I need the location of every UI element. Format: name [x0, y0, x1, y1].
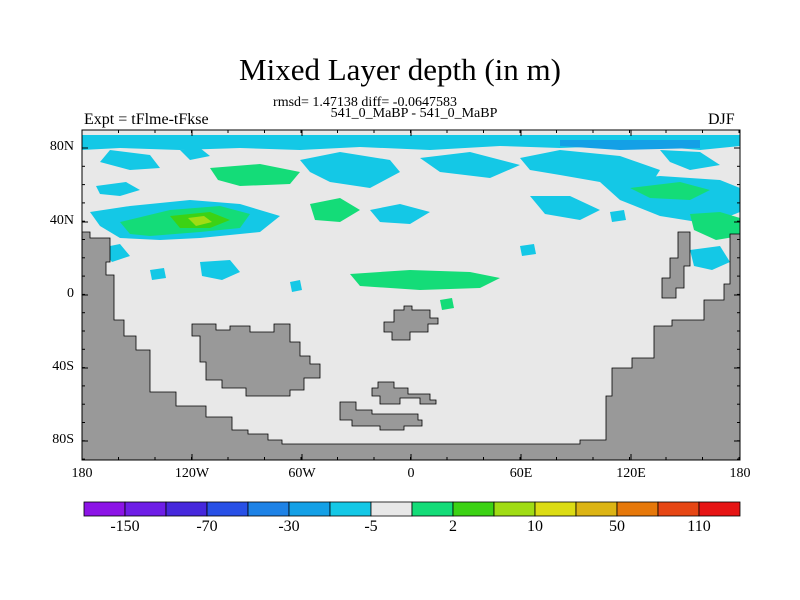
colorbar-swatch [534, 501, 577, 517]
colorbar-swatch [329, 501, 372, 517]
colorbar-swatch [411, 501, 454, 517]
patch [520, 244, 536, 256]
patch [96, 182, 140, 196]
lat-tick-label: 0 [67, 286, 74, 301]
africa-land [191, 323, 321, 397]
lat-tick-label: 40N [49, 213, 74, 228]
patch [200, 260, 240, 280]
colorbar-swatch [698, 501, 741, 517]
lon-tick-label: 60W [288, 466, 316, 481]
lat-tick-label: 80N [49, 139, 74, 154]
patch [690, 246, 730, 270]
lon-tick-label: 0 [407, 466, 415, 481]
colorbar-label: -5 [364, 518, 378, 535]
colorbar-swatch [657, 501, 700, 517]
polar-band-dark [560, 140, 700, 150]
lat-tick-label: 40S [52, 359, 74, 374]
experiment-label: Expt = tFlme-tFkse [84, 111, 209, 128]
patch [370, 204, 430, 224]
patch [440, 298, 454, 310]
patch [660, 150, 720, 170]
patch [350, 270, 500, 290]
patch [210, 164, 300, 186]
lon-tick-label: 180 [729, 466, 751, 481]
lon-tick-label: 120E [616, 466, 646, 481]
colorbar-swatch [83, 501, 126, 517]
case-names: 541_0_MaBP - 541_0_MaBP [330, 106, 498, 121]
colorbar-label: -30 [278, 518, 300, 535]
colorbar-swatch [616, 501, 659, 517]
colorbar-label: 10 [527, 518, 543, 535]
colorbar-swatch [288, 501, 331, 517]
patch [430, 274, 470, 286]
colorbar-label: 2 [449, 518, 457, 535]
lon-tick-label: 60E [509, 466, 533, 481]
land-masses [81, 231, 741, 461]
lon-tick-label: 120W [174, 466, 210, 481]
lat-tick-label: 80S [52, 432, 74, 447]
patch [150, 268, 166, 280]
south-america-land [81, 231, 741, 461]
colorbar-label: -70 [196, 518, 218, 535]
colorbar [83, 501, 741, 517]
pacific-island-land [383, 305, 439, 341]
map-ticks [81, 130, 741, 460]
colorbar-swatch [575, 501, 618, 517]
colorbar-swatch [370, 501, 413, 517]
colorbar-label: -150 [110, 518, 140, 535]
lon-tick-label: 180 [71, 466, 93, 481]
patch [420, 152, 520, 178]
colorbar-label: 110 [687, 518, 711, 535]
patch [300, 152, 400, 188]
colorbar-swatch [247, 501, 290, 517]
arm-land-left [661, 231, 691, 299]
patch [290, 280, 302, 292]
patch [180, 148, 210, 160]
patch [690, 212, 740, 240]
antarctic-peninsula-land [339, 401, 423, 431]
colorbar-label: 50 [609, 518, 625, 535]
colorbar-swatch [206, 501, 249, 517]
colorbar-swatch [165, 501, 208, 517]
colorbar-swatch [493, 501, 536, 517]
patch [530, 196, 600, 220]
patch [188, 216, 212, 226]
australia-land [371, 381, 437, 405]
anomaly-patches [82, 135, 740, 310]
patch [610, 210, 626, 222]
plot-title: Mixed Layer depth (in m) [239, 52, 561, 87]
patch [520, 150, 660, 186]
patch [630, 182, 710, 200]
patch [100, 150, 160, 170]
season-label: DJF [708, 111, 735, 128]
patch [310, 198, 360, 222]
rmsd-diff-stats: rmsd= 1.47138 diff= -0.0647583 [273, 95, 457, 110]
colorbar-swatch [124, 501, 167, 517]
colorbar-swatch [452, 501, 495, 517]
